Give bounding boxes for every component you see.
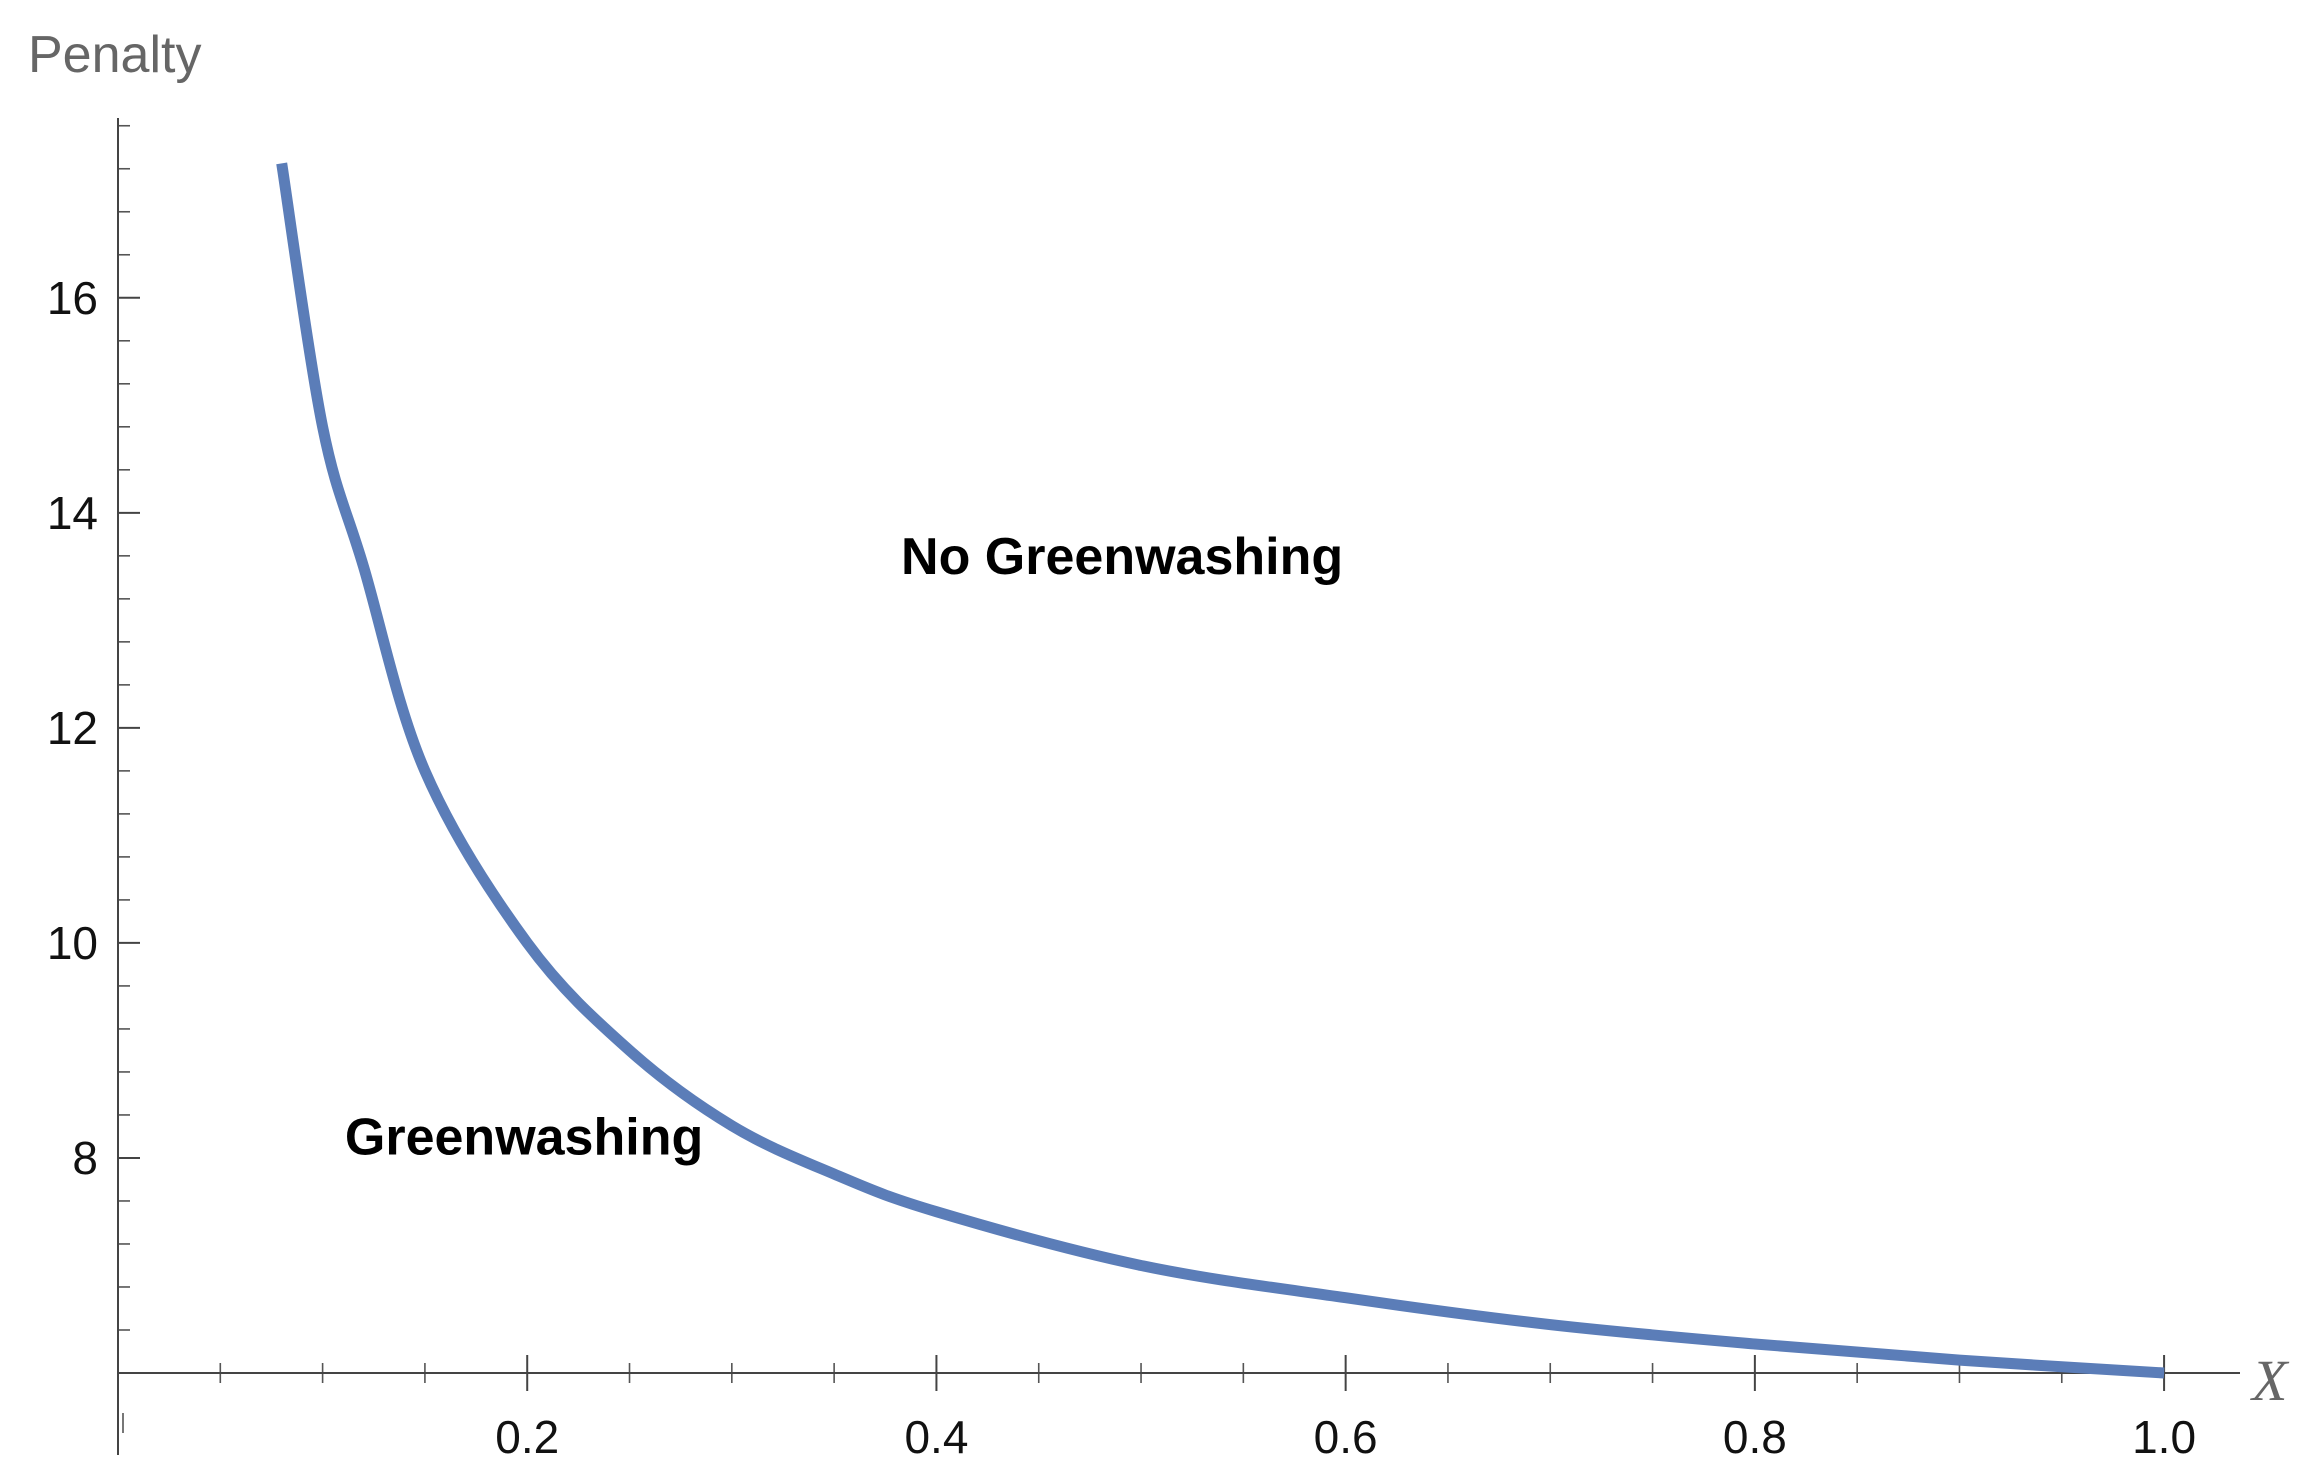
- major-ticks: [118, 296, 2166, 1391]
- x-tick-label: 0.8: [1723, 1411, 1787, 1463]
- x-tick-label: 1.0: [2132, 1411, 2196, 1463]
- y-tick-label: 10: [47, 917, 98, 969]
- y-tick-label: 16: [47, 272, 98, 324]
- penalty-threshold-curve: [276, 162, 2165, 1379]
- x-axis-title: X: [2250, 1348, 2290, 1413]
- y-axis-title: Penalty: [28, 26, 201, 84]
- x-tick-label: 0.4: [904, 1411, 968, 1463]
- y-tick-label: 14: [47, 487, 98, 539]
- tick-labels: 0.2 0.4 0.6 0.8 1.0 8 10 12 14 16: [47, 272, 2196, 1463]
- x-tick-label: 0.6: [1314, 1411, 1378, 1463]
- region-label-greenwashing: Greenwashing: [345, 1108, 703, 1166]
- x-tick-label: 0.2: [495, 1411, 559, 1463]
- y-tick-label: 8: [72, 1132, 98, 1184]
- y-tick-label: 12: [47, 702, 98, 754]
- region-label-no-greenwashing: No Greenwashing: [901, 528, 1343, 586]
- minor-ticks: [118, 124, 2063, 1433]
